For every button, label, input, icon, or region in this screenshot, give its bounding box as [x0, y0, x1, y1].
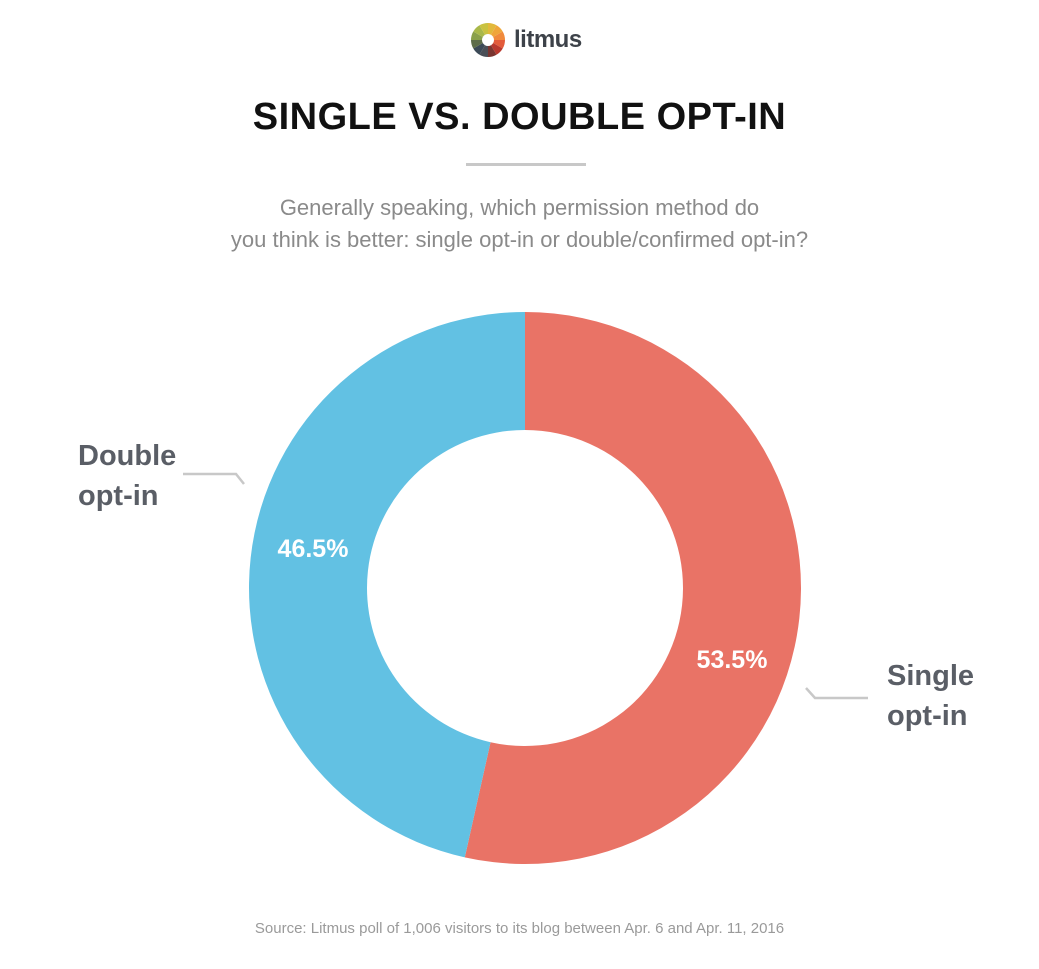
litmus-logo: litmus: [470, 22, 582, 58]
logo-wheel-segment: [493, 31, 505, 40]
logo-text: litmus: [514, 26, 582, 53]
donut-slice-double-opt-in: [248, 312, 526, 858]
chart-subtitle: Generally speaking, which permission met…: [0, 192, 1039, 256]
category-label-double: Double opt-in: [78, 436, 176, 516]
category-label-single-line2: opt-in: [887, 700, 968, 732]
chart-title: SINGLE VS. DOUBLE OPT-IN: [252, 96, 787, 138]
value-label-double: 46.5%: [278, 535, 349, 563]
logo-wheel-segment: [473, 25, 485, 37]
category-label-single-line1: Single: [887, 660, 975, 692]
logo-wheel-segment: [491, 43, 503, 55]
logo-wheel-segment: [488, 45, 497, 57]
value-label-single: 53.5%: [697, 646, 768, 674]
subtitle-line-1: Generally speaking, which permission met…: [279, 195, 760, 220]
category-label-double-line1: Double: [78, 440, 177, 472]
title-divider: [466, 163, 586, 166]
source-note: Source: Litmus poll of 1,006 visitors to…: [254, 920, 785, 937]
logo-wheel-segment: [488, 23, 497, 35]
category-label-double-line2: opt-in: [78, 480, 159, 512]
donut-slice-single-opt-in: [464, 312, 801, 865]
logo-wheel-segment: [479, 45, 488, 57]
leader-line-double: [183, 472, 245, 485]
leader-line-single: [805, 687, 868, 700]
logo-wheel-segment: [473, 43, 485, 55]
litmus-wheel-icon: [471, 23, 505, 57]
logo-wheel-segment: [479, 23, 488, 35]
logo-wheel-segment: [491, 25, 503, 37]
subtitle-line-2: you think is better: single opt-in or do…: [230, 227, 809, 252]
logo-wheel-segment: [471, 40, 483, 49]
category-label-single: Single opt-in: [887, 656, 974, 736]
logo-wheel-segment: [471, 31, 483, 40]
logo-wheel-segment: [493, 40, 505, 49]
